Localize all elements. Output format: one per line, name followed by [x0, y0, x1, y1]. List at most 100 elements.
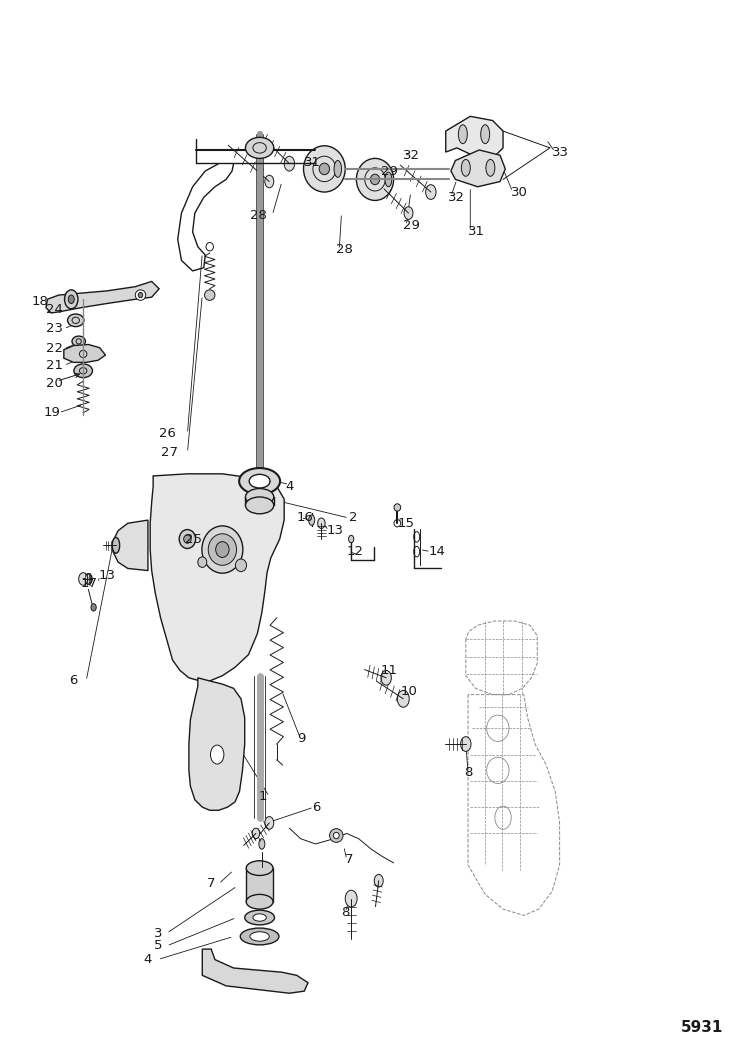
Ellipse shape: [138, 293, 142, 298]
Ellipse shape: [486, 160, 495, 177]
Text: 28: 28: [251, 208, 267, 222]
Ellipse shape: [249, 475, 270, 488]
Text: 13: 13: [326, 524, 344, 537]
Ellipse shape: [259, 838, 265, 849]
Polygon shape: [189, 678, 244, 811]
Ellipse shape: [309, 515, 315, 525]
Text: 7: 7: [206, 877, 215, 890]
Text: 8: 8: [341, 906, 350, 919]
Text: 33: 33: [552, 146, 569, 159]
Ellipse shape: [245, 137, 274, 159]
Ellipse shape: [211, 745, 224, 764]
Text: 4: 4: [286, 480, 294, 493]
Text: 1: 1: [259, 791, 267, 803]
Polygon shape: [446, 116, 503, 159]
Bar: [246, 868, 273, 902]
Text: 12: 12: [346, 545, 364, 558]
Ellipse shape: [209, 534, 236, 565]
Ellipse shape: [246, 894, 273, 909]
Ellipse shape: [179, 530, 196, 549]
Polygon shape: [202, 949, 308, 994]
Ellipse shape: [329, 829, 343, 842]
Text: 25: 25: [185, 533, 202, 545]
Ellipse shape: [240, 928, 279, 945]
Text: 19: 19: [44, 406, 61, 420]
Circle shape: [374, 874, 383, 887]
Circle shape: [345, 890, 357, 907]
Text: 29: 29: [381, 165, 398, 178]
Circle shape: [265, 175, 274, 188]
Ellipse shape: [202, 526, 243, 573]
Ellipse shape: [458, 125, 467, 144]
Ellipse shape: [85, 574, 92, 585]
Text: 24: 24: [46, 303, 63, 316]
Text: 14: 14: [428, 545, 445, 558]
Circle shape: [318, 518, 325, 528]
Ellipse shape: [333, 832, 339, 838]
Text: 15: 15: [398, 517, 414, 530]
Circle shape: [381, 670, 392, 685]
Polygon shape: [451, 150, 506, 187]
Text: 28: 28: [336, 243, 353, 257]
Polygon shape: [64, 345, 106, 363]
Ellipse shape: [236, 559, 247, 572]
Circle shape: [460, 737, 471, 752]
Text: 27: 27: [160, 446, 178, 460]
Ellipse shape: [245, 488, 274, 505]
Ellipse shape: [356, 159, 394, 201]
Text: 17: 17: [81, 577, 98, 590]
Ellipse shape: [72, 336, 86, 347]
Text: 3: 3: [154, 927, 163, 940]
Ellipse shape: [91, 604, 96, 611]
Text: 23: 23: [46, 322, 63, 335]
Ellipse shape: [74, 364, 92, 377]
Text: 8: 8: [464, 766, 472, 779]
Text: 5931: 5931: [681, 1020, 724, 1035]
Circle shape: [284, 156, 295, 171]
Ellipse shape: [68, 314, 84, 327]
Text: 30: 30: [511, 186, 527, 199]
Ellipse shape: [135, 290, 146, 300]
Ellipse shape: [216, 541, 229, 557]
Ellipse shape: [245, 497, 274, 514]
Ellipse shape: [481, 125, 490, 144]
Text: 11: 11: [381, 664, 398, 676]
Polygon shape: [46, 281, 159, 313]
Circle shape: [79, 573, 88, 586]
Ellipse shape: [334, 161, 341, 178]
Text: 16: 16: [297, 512, 314, 524]
Text: 26: 26: [158, 427, 176, 441]
Text: 18: 18: [31, 295, 48, 308]
Text: 5: 5: [154, 940, 163, 952]
Ellipse shape: [250, 931, 269, 941]
Ellipse shape: [385, 172, 392, 187]
Ellipse shape: [370, 174, 380, 185]
Polygon shape: [113, 520, 148, 571]
Text: 7: 7: [345, 853, 354, 866]
Circle shape: [425, 185, 436, 200]
Text: 6: 6: [312, 800, 320, 814]
Ellipse shape: [461, 160, 470, 177]
Ellipse shape: [205, 290, 215, 300]
Text: 21: 21: [46, 359, 63, 372]
Text: 2: 2: [349, 512, 358, 524]
Text: 31: 31: [468, 225, 485, 239]
Text: 22: 22: [46, 342, 63, 355]
Ellipse shape: [304, 146, 345, 192]
Ellipse shape: [64, 290, 78, 309]
Ellipse shape: [320, 163, 329, 174]
Ellipse shape: [184, 535, 191, 543]
Ellipse shape: [198, 557, 207, 568]
Circle shape: [265, 817, 274, 829]
Ellipse shape: [394, 504, 400, 512]
Circle shape: [404, 207, 413, 220]
Text: 10: 10: [401, 685, 418, 698]
Circle shape: [252, 829, 260, 838]
Ellipse shape: [68, 295, 74, 303]
Text: 29: 29: [404, 219, 420, 233]
Ellipse shape: [112, 537, 120, 553]
Text: 32: 32: [448, 191, 465, 204]
Text: 4: 4: [143, 953, 152, 966]
Ellipse shape: [246, 860, 273, 875]
Text: 9: 9: [297, 733, 305, 745]
